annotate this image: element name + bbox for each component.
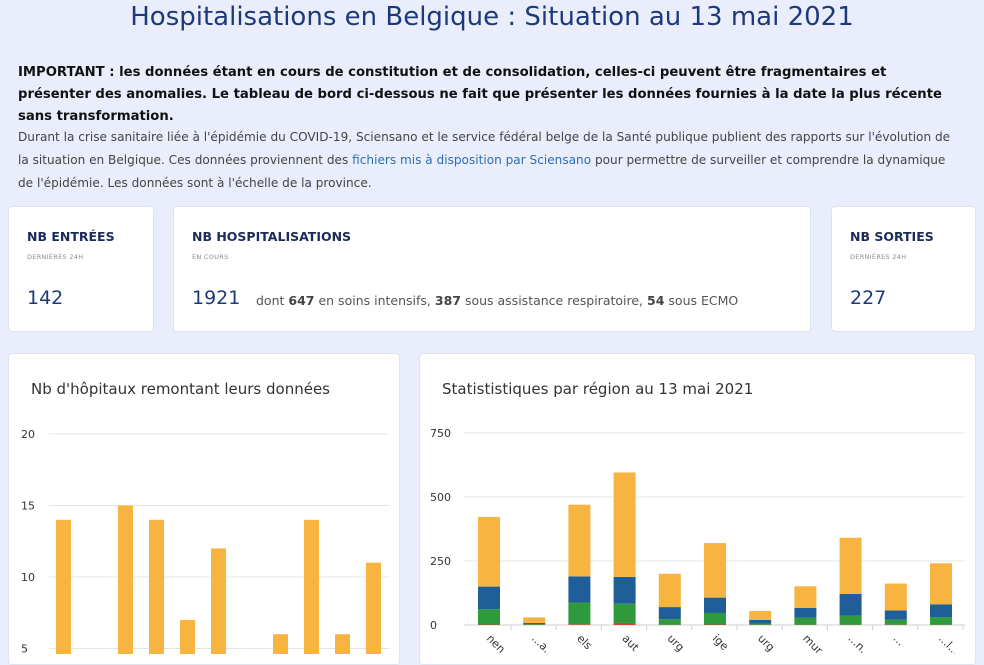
y-tick-label: 0 <box>430 619 437 632</box>
x-tick-label: mur <box>800 632 825 654</box>
x-tick-label: ...n... <box>845 632 874 654</box>
stacked-bar-segment <box>704 543 726 598</box>
stacked-bar-segment <box>568 505 590 577</box>
icu-label: en soins intensifs, <box>318 293 430 308</box>
bar <box>149 520 164 654</box>
stacked-bar-segment <box>478 517 500 587</box>
stacked-bar-segment <box>614 604 636 623</box>
x-tick-label: aut <box>619 632 641 654</box>
resp-label: sous assistance respiratoire, <box>465 293 643 308</box>
stacked-bar-segment <box>704 624 726 625</box>
stacked-bar-segment <box>614 577 636 604</box>
stacked-bar-segment <box>478 609 500 624</box>
stacked-bar-segment <box>568 602 590 624</box>
stacked-bar-segment <box>794 586 816 608</box>
hospitals-chart: 5 10 15 20 <box>9 354 399 654</box>
bar <box>304 520 319 654</box>
stacked-bar-segment <box>659 619 681 625</box>
stacked-bar-segment <box>840 538 862 594</box>
important-notice: IMPORTANT : les données étant en cours d… <box>18 62 948 128</box>
stacked-bar-segment <box>885 584 907 611</box>
detail-prefix: dont <box>256 293 284 308</box>
x-tick-label: ... <box>891 632 908 649</box>
kpi-entrees-title: NB ENTRÉES <box>27 229 115 244</box>
stacked-bar-segment <box>568 576 590 602</box>
stacked-bar-segment <box>794 608 816 618</box>
y-tick-label: 5 <box>21 643 28 655</box>
bar <box>118 506 133 655</box>
x-tick-label: ...a... <box>529 632 558 654</box>
stacked-bar-segment <box>523 623 545 624</box>
x-tick-label: ige <box>710 632 731 653</box>
kpi-hospitalisations-detail: dont 647 en soins intensifs, 387 sous as… <box>256 293 738 308</box>
regions-chart: 0 250 500 750 nen ...a... els aut urg ige urg mur..… <box>420 354 975 654</box>
stacked-bar-segment <box>885 620 907 625</box>
stacked-bar-segment <box>749 611 771 620</box>
stacked-bar-segment <box>478 587 500 610</box>
bar <box>273 634 288 654</box>
intro-paragraph: Durant la crise sanitaire liée à l'épidé… <box>18 126 958 195</box>
kpi-sorties-title: NB SORTIES <box>850 229 934 244</box>
bar <box>211 548 226 654</box>
stacked-bar-segment <box>930 617 952 625</box>
ecmo-count: 54 <box>647 293 664 308</box>
kpi-card-entrees: NB ENTRÉES DERNIÈRES 24H 142 <box>8 206 154 332</box>
stacked-bar-segment <box>478 624 500 625</box>
kpi-sorties-value: 227 <box>850 287 886 309</box>
kpi-card-sorties: NB SORTIES DERNIÈRES 24H 227 <box>831 206 976 332</box>
stacked-bar-segment <box>930 563 952 604</box>
ecmo-label: sous ECMO <box>668 293 738 308</box>
x-tick-label: urg <box>755 632 777 654</box>
stacked-bar-segment <box>749 620 771 624</box>
stacked-bar-segment <box>704 613 726 625</box>
stacked-bar-segment <box>930 604 952 617</box>
x-tick-label: urg <box>665 632 687 654</box>
stacked-bar-segment <box>659 574 681 607</box>
x-tick-label: ...l... <box>936 632 962 654</box>
stacked-bar-segment <box>794 618 816 625</box>
x-tick-label: els <box>574 632 594 652</box>
page-title: Hospitalisations en Belgique : Situation… <box>0 0 984 34</box>
stacked-bar-segment <box>523 624 545 625</box>
stacked-bar-segment <box>659 607 681 619</box>
kpi-entrees-value: 142 <box>27 287 63 309</box>
resp-count: 387 <box>435 293 461 308</box>
y-tick-label: 15 <box>21 500 35 513</box>
stacked-bar-segment <box>523 617 545 623</box>
y-tick-label: 750 <box>430 427 451 440</box>
stacked-bar-segment <box>840 616 862 625</box>
kpi-card-hospitalisations: NB HOSPITALISATIONS EN COURS 1921 dont 6… <box>173 206 811 332</box>
kpi-hospitalisations-title: NB HOSPITALISATIONS <box>192 229 351 244</box>
sciensano-files-link[interactable]: fichiers mis à disposition par Sciensano <box>352 153 591 167</box>
bar <box>335 634 350 654</box>
stacked-bar-segment <box>614 623 636 625</box>
y-tick-label: 20 <box>21 428 35 441</box>
kpi-hospitalisations-subtitle: EN COURS <box>192 253 229 261</box>
icu-count: 647 <box>288 293 314 308</box>
y-tick-label: 500 <box>430 491 451 504</box>
x-tick-label: nen <box>484 632 508 654</box>
stacked-bar-segment <box>568 624 590 625</box>
stacked-bar-segment <box>840 594 862 616</box>
bar <box>366 563 381 654</box>
kpi-entrees-subtitle: DERNIÈRES 24H <box>27 253 83 261</box>
stacked-bar-segment <box>614 472 636 576</box>
bar <box>56 520 71 654</box>
stacked-bar-segment <box>704 598 726 613</box>
y-tick-label: 10 <box>21 571 35 584</box>
stacked-bar-segment <box>885 610 907 619</box>
kpi-hospitalisations-value: 1921 <box>192 287 240 309</box>
regions-chart-card: Statististiques par région au 13 mai 202… <box>419 353 976 665</box>
stacked-bar-segment <box>749 623 771 624</box>
y-tick-label: 250 <box>430 555 451 568</box>
kpi-sorties-subtitle: DERNIÈRES 24H <box>850 253 906 261</box>
